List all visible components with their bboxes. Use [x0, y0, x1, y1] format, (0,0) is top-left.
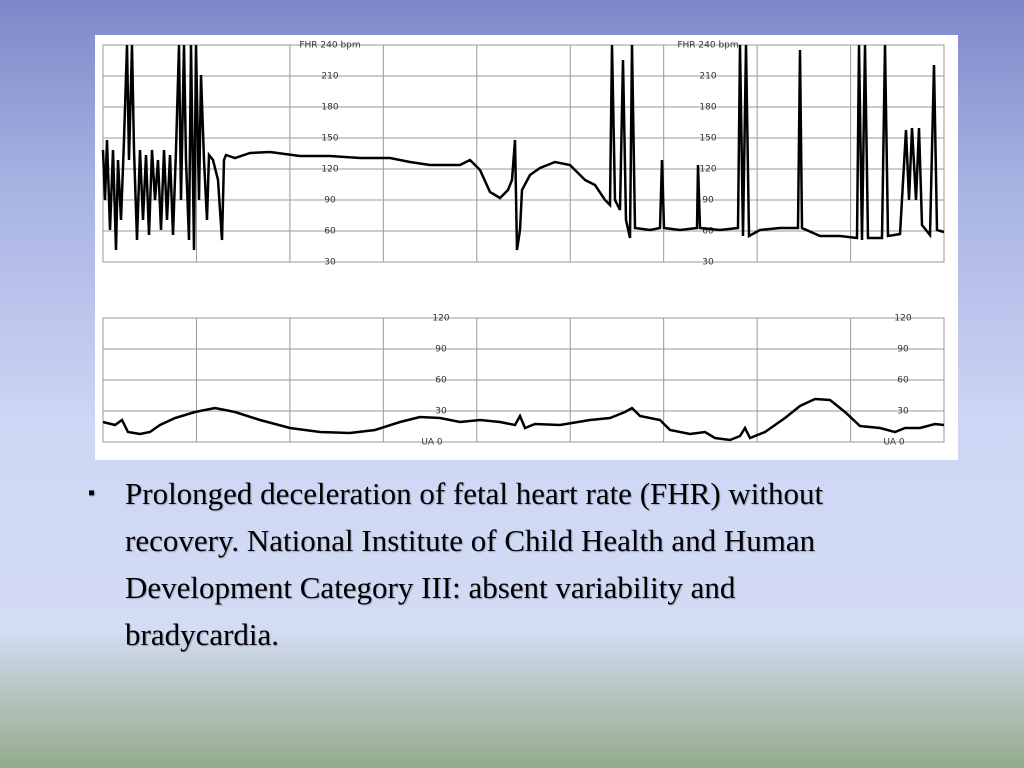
fhr-tick-label: 30 — [702, 258, 714, 268]
ua-zero-label: UA 0 — [883, 438, 905, 448]
fhr-tick-label: 120 — [321, 165, 338, 175]
fhr-tick-label: 150 — [699, 134, 716, 144]
ua-tick-label: 30 — [435, 407, 447, 417]
fhr-tick-label: 60 — [324, 227, 336, 237]
fhr-tick-label: 180 — [699, 103, 716, 113]
ua-tick-label: 120 — [894, 314, 911, 324]
fhr-tick-label: 180 — [321, 103, 338, 113]
fhr-panel: FHR 240 bpm 210 180 150 120 90 60 30 FHR 240 bpm… — [102, 41, 945, 268]
ua-panel: UA 0 120 90 60 30 UA 0 120 90 60 30 — [102, 314, 945, 448]
fhr-axis-title: FHR 240 bpm — [299, 41, 360, 51]
fhr-tick-label: 30 — [324, 258, 336, 268]
fhr-tick-label: 150 — [321, 134, 338, 144]
fhr-tick-label: 210 — [321, 72, 338, 82]
ua-tick-label: 30 — [897, 407, 909, 417]
ua-tick-label: 90 — [897, 345, 909, 355]
fhr-tick-label: 90 — [702, 196, 714, 206]
ua-tick-label: 60 — [897, 376, 909, 386]
ua-tick-label: 90 — [435, 345, 447, 355]
ua-trace — [102, 397, 945, 442]
fhr-axis-title: FHR 240 bpm — [677, 41, 738, 51]
figure-background — [95, 35, 958, 460]
fhr-trace — [101, 44, 945, 251]
fhr-tick-label: 120 — [699, 165, 716, 175]
bullet-list: ▪ Prolonged deceleration of fetal heart … — [88, 470, 878, 658]
ua-zero-label: UA 0 — [421, 438, 443, 448]
fhr-tick-label: 210 — [699, 72, 716, 82]
fhr-tick-label: 60 — [702, 227, 714, 237]
ua-tick-label: 120 — [432, 314, 449, 324]
bullet-marker: ▪ — [88, 482, 96, 504]
bullet-text: Prolonged deceleration of fetal heart ra… — [125, 476, 824, 652]
fhr-tick-label: 90 — [324, 196, 336, 206]
ua-tick-label: 60 — [435, 376, 447, 386]
ctg-figure: FHR 240 bpm 210 180 150 120 90 60 30 FHR 240 bpm… — [95, 35, 958, 460]
